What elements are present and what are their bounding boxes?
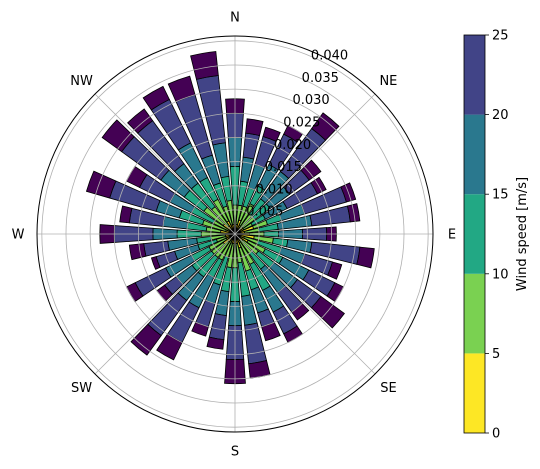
wind-bar-dir190-bin5 <box>206 336 225 350</box>
direction-label-se: SE <box>380 381 396 396</box>
angular-gridline-1 <box>234 93 376 235</box>
colorbar-tick-label-0: 0 <box>492 427 500 442</box>
wind-rose-bars <box>85 51 375 385</box>
radial-tick-label-6: 0.035 <box>302 71 339 86</box>
wind-bar-dir130-bin5 <box>310 295 345 329</box>
wind-bar-dir260-bin5 <box>128 243 147 261</box>
colorbar-label: Wind speed [m/s] <box>515 177 530 291</box>
radial-tick-labels: 0.005 0.010 0.015 0.020 0.025 0.030 0.035 0.040 <box>246 49 348 220</box>
wind-bar-dir10-bin4 <box>242 132 261 160</box>
wind-bar-dir310-bin5 <box>101 119 135 153</box>
wind-bar-dir100-bin5 <box>356 246 375 269</box>
colorbar-segment-0 <box>464 353 485 433</box>
wind-bar-dir10-bin5 <box>245 118 264 137</box>
wind-bar-dir330-bin5 <box>142 85 170 111</box>
angular-gridline-3 <box>234 233 376 375</box>
wind-bar-dir40-bin5 <box>311 112 340 141</box>
direction-label-e: E <box>448 228 456 243</box>
radial-tick-label-7: 0.040 <box>311 49 348 64</box>
wind-bar-dir190-bin4 <box>208 313 227 341</box>
colorbar-segment-1 <box>464 273 485 354</box>
direction-labels: N NE E SE S SW W NW <box>12 11 457 460</box>
radial-tick-label-5: 0.030 <box>292 93 329 108</box>
colorbar: 0 5 10 15 20 25 Wind speed [m/s] <box>463 29 530 442</box>
polar-axes: 0.005 0.010 0.015 0.020 0.025 0.030 0.035 0.040… <box>12 11 457 460</box>
polar-frame <box>36 35 434 433</box>
colorbar-tick-label-2: 10 <box>492 267 509 282</box>
radial-tick-label-2: 0.015 <box>265 160 302 175</box>
wind-bar-dir220-bin5 <box>130 323 162 356</box>
radial-tick-label-0: 0.005 <box>246 205 283 220</box>
colorbar-tick-label-4: 20 <box>492 108 509 123</box>
radial-tick-label-3: 0.020 <box>274 138 311 153</box>
wind-bar-dir250-bin5 <box>150 256 161 270</box>
direction-label-s: S <box>231 445 239 460</box>
polar-grid <box>37 36 433 432</box>
direction-label-ne: NE <box>379 74 397 89</box>
wind-bar-dir350-bin5 <box>190 51 219 80</box>
radial-tick-label-1: 0.010 <box>255 182 292 197</box>
angular-gridline-5 <box>94 233 236 375</box>
wind-bar-dir50-bin5 <box>300 159 322 181</box>
colorbar-tick-label-3: 15 <box>492 188 509 203</box>
wind-bar-dir280-bin5 <box>119 205 133 224</box>
wind-bar-dir290-bin5 <box>85 170 117 199</box>
direction-label-sw: SW <box>71 381 92 396</box>
colorbar-tick-label-1: 5 <box>492 347 500 362</box>
direction-label-n: N <box>230 11 240 26</box>
wind-bar-dir20-bin5 <box>262 126 281 142</box>
wind-bar-dir110-bin5 <box>327 261 343 280</box>
angular-gridline-7 <box>94 93 236 235</box>
colorbar-segment-3 <box>464 114 485 195</box>
colorbar-segment-4 <box>464 35 485 115</box>
radial-tick-label-4: 0.025 <box>283 115 320 130</box>
colorbar-tick-label-5: 25 <box>492 29 509 44</box>
direction-label-nw: NW <box>70 74 93 89</box>
colorbar-frame <box>463 34 486 434</box>
colorbar-segment-2 <box>464 194 485 274</box>
direction-label-w: W <box>12 228 25 243</box>
wind-bar-dir320-bin5 <box>127 108 154 134</box>
